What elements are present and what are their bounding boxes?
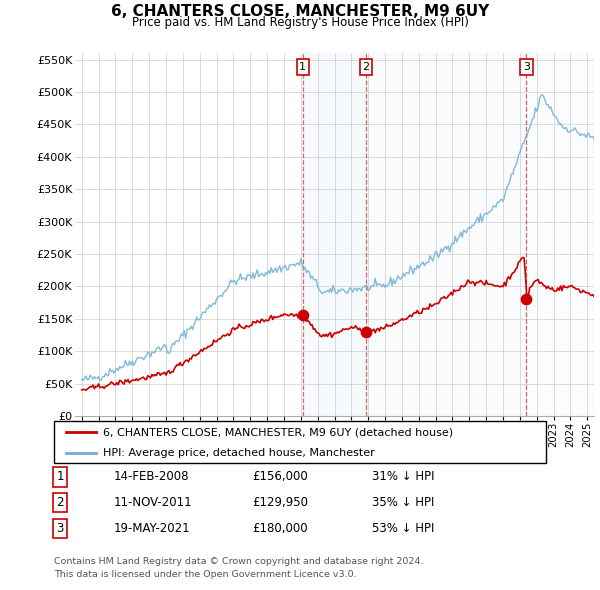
Text: 35% ↓ HPI: 35% ↓ HPI <box>372 496 434 509</box>
Bar <box>366 53 526 416</box>
Text: 1: 1 <box>299 62 307 72</box>
Text: 3: 3 <box>56 522 64 535</box>
Text: £129,950: £129,950 <box>252 496 308 509</box>
Text: Contains HM Land Registry data © Crown copyright and database right 2024.: Contains HM Land Registry data © Crown c… <box>54 558 424 566</box>
Text: 31% ↓ HPI: 31% ↓ HPI <box>372 470 434 483</box>
Text: 2: 2 <box>56 496 64 509</box>
Point <box>298 310 308 320</box>
Text: Price paid vs. HM Land Registry's House Price Index (HPI): Price paid vs. HM Land Registry's House … <box>131 16 469 29</box>
Bar <box>303 53 366 416</box>
Text: £180,000: £180,000 <box>252 522 308 535</box>
Point <box>521 294 531 304</box>
Text: 14-FEB-2008: 14-FEB-2008 <box>114 470 190 483</box>
Text: £156,000: £156,000 <box>252 470 308 483</box>
Bar <box>526 53 594 416</box>
Text: 19-MAY-2021: 19-MAY-2021 <box>114 522 191 535</box>
FancyBboxPatch shape <box>54 421 546 463</box>
Text: 11-NOV-2011: 11-NOV-2011 <box>114 496 193 509</box>
Text: HPI: Average price, detached house, Manchester: HPI: Average price, detached house, Manc… <box>103 448 375 457</box>
Text: 6, CHANTERS CLOSE, MANCHESTER, M9 6UY: 6, CHANTERS CLOSE, MANCHESTER, M9 6UY <box>111 4 489 19</box>
Text: 1: 1 <box>56 470 64 483</box>
Text: 3: 3 <box>523 62 530 72</box>
Text: 2: 2 <box>362 62 370 72</box>
Text: 6, CHANTERS CLOSE, MANCHESTER, M9 6UY (detached house): 6, CHANTERS CLOSE, MANCHESTER, M9 6UY (d… <box>103 427 454 437</box>
Text: This data is licensed under the Open Government Licence v3.0.: This data is licensed under the Open Gov… <box>54 571 356 579</box>
Point <box>361 327 371 336</box>
Text: 53% ↓ HPI: 53% ↓ HPI <box>372 522 434 535</box>
